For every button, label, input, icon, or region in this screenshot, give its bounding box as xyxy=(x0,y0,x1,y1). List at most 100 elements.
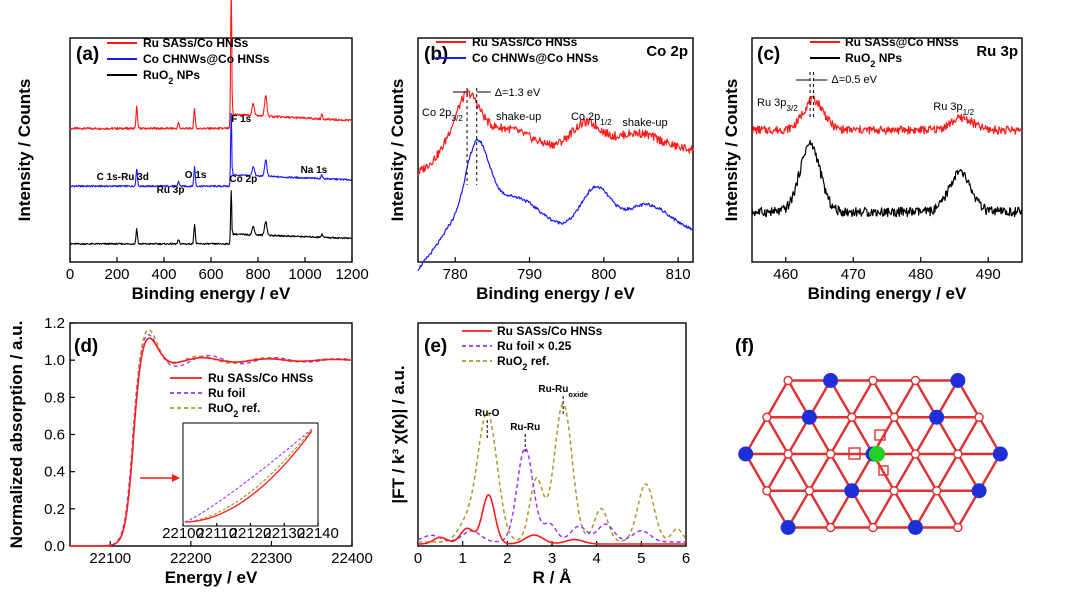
legend-entry: Ru SASs@Co HNSs xyxy=(845,35,959,49)
x-tick-label: 790 xyxy=(517,266,542,283)
legend-entry: Ru SASs/Co HNSs xyxy=(472,35,578,49)
x-tick-label: 800 xyxy=(591,266,616,283)
x-tick-label: 4 xyxy=(592,550,600,567)
x-tick-label: 480 xyxy=(908,266,933,283)
inset-tick-label: 22120 xyxy=(230,525,272,542)
inset-tick-label: 22130 xyxy=(263,525,305,542)
legend-entry: Ru SASs/Co HNSs xyxy=(143,36,249,50)
lattice-atom-red xyxy=(825,449,836,459)
plot-frame xyxy=(69,37,353,263)
lattice-bond xyxy=(935,490,959,529)
annotation-label: Ru-Ru xyxy=(510,422,540,433)
panel-d: 22100 22200 22300 22400 Energy / eV 0.0 0.2 0.4… xyxy=(7,315,373,587)
panel-b: 780 790 800 810 Binding energy / eV Intensity… xyxy=(388,35,694,303)
x-tick-label: 810 xyxy=(666,266,691,283)
y-axis-label: |FT / k³ χ(κ)| / a.u. xyxy=(389,365,408,503)
peak-label: C 1s-Ru 3d xyxy=(97,172,149,183)
x-tick-label: 1 xyxy=(458,550,466,567)
series-line xyxy=(751,95,1023,135)
y-tick-label: 0.8 xyxy=(44,389,65,406)
lattice-atom-blue xyxy=(823,373,839,388)
x-tick-label: 600 xyxy=(198,266,223,283)
lattice-atom-blue xyxy=(929,409,945,425)
x-tick-label: 22400 xyxy=(331,550,373,567)
annotation-label: shake-up xyxy=(496,111,541,123)
x-tick-label: 22200 xyxy=(170,550,212,567)
x-tick-label: 460 xyxy=(773,266,798,283)
inset-series xyxy=(185,430,313,523)
x-tick-label: 5 xyxy=(637,550,645,567)
single-atom-site xyxy=(869,446,885,462)
x-tick-label: 400 xyxy=(151,266,176,283)
legend-entry: Ru foil xyxy=(208,386,245,400)
y-tick-label: 0.0 xyxy=(44,538,65,555)
plot-frame xyxy=(417,37,694,263)
annotation-label: Ru 3p1/2 xyxy=(933,101,974,117)
lattice-atom-red xyxy=(953,449,963,459)
lattice-atom-blue xyxy=(801,409,817,425)
lattice-atom-red xyxy=(783,449,793,459)
lattice-atom-blue xyxy=(950,373,966,388)
lattice-atom-red xyxy=(953,522,963,533)
panel-header: Co 2p xyxy=(646,43,688,60)
x-tick-label: 0 xyxy=(66,266,74,283)
series-line xyxy=(417,138,694,272)
lattice-atom-blue xyxy=(992,446,1008,462)
lattice-bond xyxy=(765,453,790,492)
legend-entry: Co CHNWs@Co HNSs xyxy=(143,52,270,66)
lattice-atom-red xyxy=(889,486,899,496)
panel-label: (a) xyxy=(76,44,99,65)
x-tick-label: 3 xyxy=(548,550,556,567)
panel-label: (b) xyxy=(424,44,448,65)
x-tick-label: 490 xyxy=(976,266,1001,283)
x-tick-label: 22300 xyxy=(251,550,293,567)
series-line xyxy=(69,190,353,246)
panel-label: (c) xyxy=(757,44,780,65)
y-axis-label: Intensity / Counts xyxy=(388,79,407,222)
lattice-bond xyxy=(808,453,832,492)
lattice-bond xyxy=(787,453,811,492)
peak-label: F 1s xyxy=(231,114,251,125)
lattice-atom-red xyxy=(762,486,772,496)
series-line xyxy=(69,0,353,131)
lattice-bond xyxy=(871,490,896,529)
peak-label: Co 2p xyxy=(229,174,257,185)
lattice-bond xyxy=(765,379,790,418)
x-tick-label: 470 xyxy=(841,266,866,283)
lattice-bond xyxy=(956,416,981,455)
panel-label: (d) xyxy=(74,336,98,357)
panel-f: (f) xyxy=(735,336,1008,535)
panel-header: Ru 3p xyxy=(976,43,1018,60)
lattice-atom-red xyxy=(868,522,878,533)
series-line xyxy=(417,90,694,176)
y-axis-label: Intensity / Counts xyxy=(722,79,741,222)
y-axis-label: Normalized absorption / a.u. xyxy=(7,321,26,549)
legend-entry: RuO2 NPs xyxy=(143,68,200,86)
legend-entry: Ru SASs/Co HNSs xyxy=(497,324,603,338)
y-tick-label: 0.4 xyxy=(44,464,65,481)
series-line xyxy=(70,337,353,547)
lattice-bond xyxy=(893,453,917,492)
series-line xyxy=(418,494,686,545)
y-tick-label: 0.2 xyxy=(44,501,65,518)
peak-label: Ru 3p xyxy=(157,185,185,196)
lattice-atom-red xyxy=(804,486,815,496)
x-tick-label: 200 xyxy=(104,266,129,283)
panel-label: (f) xyxy=(735,336,754,357)
lattice-bond xyxy=(935,453,959,492)
vacancy-marker xyxy=(874,429,886,441)
delta-label: Δ=0.5 eV xyxy=(831,74,877,86)
plot-frame xyxy=(417,322,687,547)
x-axis-label: Binding energy / eV xyxy=(476,284,635,303)
lattice-bond xyxy=(893,416,917,455)
inset-series xyxy=(184,428,313,523)
inset-series xyxy=(184,428,313,523)
legend-entry: RuO2 NPs xyxy=(845,51,902,69)
lattice-atom-red xyxy=(889,412,899,422)
annotation-label: shake-up xyxy=(622,117,667,129)
lattice-bond xyxy=(871,379,896,418)
series-line xyxy=(69,112,353,188)
inset-arrow-head xyxy=(172,474,180,482)
inset-frame xyxy=(182,422,319,527)
